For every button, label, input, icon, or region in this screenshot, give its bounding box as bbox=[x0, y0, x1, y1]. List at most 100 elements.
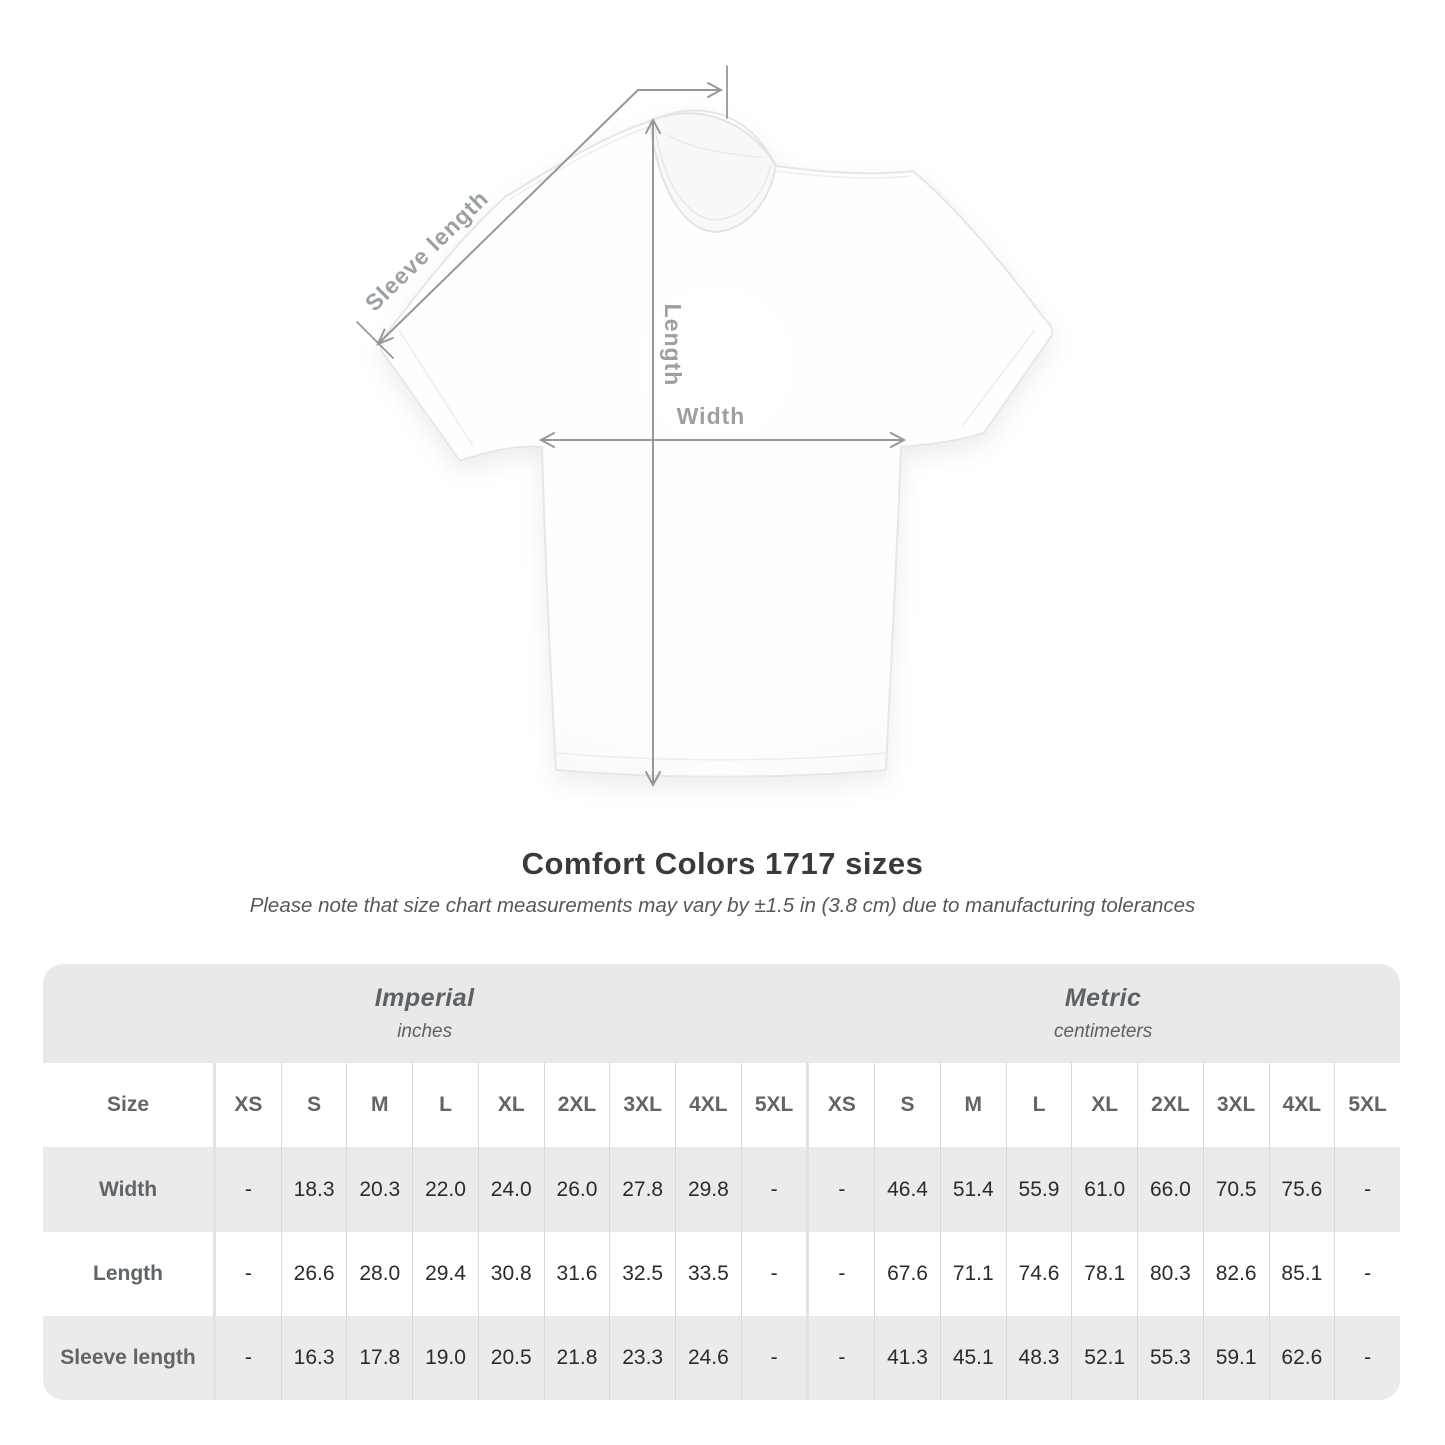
tshirt-collar-opening bbox=[648, 112, 778, 234]
tshirt bbox=[379, 109, 1054, 778]
value-cell: - bbox=[740, 1232, 807, 1316]
value-cell: 48.3 bbox=[1005, 1316, 1072, 1400]
size-header-cell: 2XL bbox=[1137, 1063, 1203, 1147]
value-cell: 61.0 bbox=[1071, 1147, 1137, 1232]
page-subtitle: Please note that size chart measurements… bbox=[249, 894, 1196, 917]
length-up-arrowhead-icon bbox=[645, 117, 661, 134]
tshirt-left-shoulder-seam bbox=[508, 125, 652, 201]
size-header-cell: XL bbox=[477, 1063, 544, 1147]
value-cell: 52.1 bbox=[1071, 1316, 1137, 1400]
value-cell: 29.8 bbox=[675, 1147, 741, 1232]
width-left-arrowhead-icon bbox=[538, 432, 555, 448]
value-cell: 32.5 bbox=[609, 1232, 675, 1316]
table-row-sleeve-length: Sleeve length - 16.3 17.8 19.0 20.5 21.8… bbox=[43, 1316, 1400, 1400]
tshirt-body bbox=[379, 109, 1054, 778]
width-right-arrowhead-icon bbox=[890, 432, 907, 448]
value-cell: 78.1 bbox=[1071, 1232, 1137, 1316]
value-cell: - bbox=[806, 1316, 874, 1400]
size-table: Imperial inches Metric centimeters Size … bbox=[43, 964, 1400, 1400]
value-cell: 31.6 bbox=[543, 1232, 610, 1316]
value-cell: 75.6 bbox=[1268, 1147, 1335, 1232]
measurement-annotations bbox=[356, 65, 907, 788]
imperial-section-unit: inches bbox=[397, 1021, 453, 1042]
tshirt-right-sleeve-hem bbox=[961, 329, 1036, 427]
tshirt-bottom-hem bbox=[556, 752, 886, 761]
row-label-sleeve-length: Sleeve length bbox=[60, 1346, 196, 1369]
value-cell: 55.9 bbox=[1005, 1147, 1072, 1232]
size-header-cell: 5XL bbox=[1334, 1063, 1400, 1147]
value-cell: 66.0 bbox=[1137, 1147, 1203, 1232]
value-cell: 24.0 bbox=[477, 1147, 544, 1232]
sleeve-right-arrowhead-icon bbox=[707, 82, 724, 98]
metric-section-header: Metric centimeters bbox=[806, 964, 1400, 1063]
value-cell: - bbox=[213, 1316, 281, 1400]
size-header-cell: S bbox=[874, 1063, 940, 1147]
value-cell: - bbox=[213, 1232, 281, 1316]
tshirt-left-sleeve-hem bbox=[398, 329, 474, 447]
width-label: Width bbox=[677, 403, 746, 429]
table-header-row: Size XS S M L XL 2XL 3XL 4XL 5XL XS S M … bbox=[43, 1063, 1400, 1147]
value-cell: 45.1 bbox=[939, 1316, 1006, 1400]
length-down-arrowhead-icon bbox=[645, 771, 661, 788]
length-label: Length bbox=[660, 304, 686, 387]
value-cell: 80.3 bbox=[1137, 1232, 1203, 1316]
imperial-section-header: Imperial inches bbox=[43, 964, 806, 1063]
value-cell: 20.5 bbox=[477, 1316, 544, 1400]
size-header-cell: 4XL bbox=[675, 1063, 741, 1147]
size-header-cell: XS bbox=[806, 1063, 874, 1147]
value-cell: 18.3 bbox=[280, 1147, 347, 1232]
units-band: Imperial inches Metric centimeters bbox=[43, 964, 1400, 1063]
size-header-cell: XL bbox=[1071, 1063, 1137, 1147]
imperial-section-title: Imperial bbox=[374, 984, 475, 1012]
size-header-cell: 3XL bbox=[609, 1063, 675, 1147]
value-cell: 62.6 bbox=[1268, 1316, 1335, 1400]
size-header-cell: S bbox=[280, 1063, 347, 1147]
size-header-cell: L bbox=[1005, 1063, 1072, 1147]
size-header-cell: 4XL bbox=[1268, 1063, 1335, 1147]
row-label-width: Width bbox=[98, 1177, 158, 1201]
value-cell: 55.3 bbox=[1137, 1316, 1203, 1400]
row-label-length: Length bbox=[93, 1262, 163, 1285]
value-cell: 24.6 bbox=[675, 1316, 741, 1400]
value-cell: 74.6 bbox=[1005, 1232, 1072, 1316]
tshirt-back-neck-seam bbox=[667, 134, 764, 159]
value-cell: 19.0 bbox=[412, 1316, 478, 1400]
value-cell: 70.5 bbox=[1202, 1147, 1269, 1232]
value-cell: 41.3 bbox=[874, 1316, 940, 1400]
value-cell: 16.3 bbox=[280, 1316, 347, 1400]
size-header-cell: L bbox=[412, 1063, 478, 1147]
value-cell: 27.8 bbox=[609, 1147, 675, 1232]
value-cell: 82.6 bbox=[1202, 1232, 1269, 1316]
table-row-length: Length - 26.6 28.0 29.4 30.8 31.6 32.5 3… bbox=[43, 1232, 1400, 1316]
value-cell: 46.4 bbox=[874, 1147, 940, 1232]
value-cell: 21.8 bbox=[543, 1316, 610, 1400]
value-cell: 22.0 bbox=[412, 1147, 478, 1232]
value-cell: - bbox=[213, 1147, 281, 1232]
value-cell: 20.3 bbox=[346, 1147, 412, 1232]
sleeve-end-tick bbox=[356, 321, 394, 359]
size-header-cell: 3XL bbox=[1202, 1063, 1269, 1147]
tshirt-collar-ribbing bbox=[654, 127, 772, 221]
value-cell: - bbox=[1334, 1232, 1400, 1316]
value-cell: 26.6 bbox=[280, 1232, 347, 1316]
value-cell: 23.3 bbox=[609, 1316, 675, 1400]
metric-section-unit: centimeters bbox=[1054, 1021, 1153, 1042]
value-cell: - bbox=[806, 1147, 874, 1232]
tshirt-right-shoulder-seam bbox=[774, 170, 911, 179]
value-cell: 28.0 bbox=[346, 1232, 412, 1316]
value-cell: 26.0 bbox=[543, 1147, 610, 1232]
sleeve-length-line bbox=[377, 89, 720, 345]
page-title: Comfort Colors 1717 sizes bbox=[521, 846, 924, 881]
value-cell: 67.6 bbox=[874, 1232, 940, 1316]
tshirt-measurement-diagram: Sleeve length Length Width bbox=[356, 65, 1054, 788]
size-header-cell: 2XL bbox=[543, 1063, 610, 1147]
value-cell: - bbox=[1334, 1147, 1400, 1232]
value-cell: 33.5 bbox=[675, 1232, 741, 1316]
value-cell: - bbox=[806, 1232, 874, 1316]
value-cell: 51.4 bbox=[939, 1147, 1006, 1232]
table-row-width: Width - 18.3 20.3 22.0 24.0 26.0 27.8 29… bbox=[43, 1147, 1400, 1232]
size-header-cell: M bbox=[939, 1063, 1006, 1147]
value-cell: 85.1 bbox=[1268, 1232, 1335, 1316]
value-cell: - bbox=[740, 1316, 807, 1400]
size-header-cell: XS bbox=[213, 1063, 281, 1147]
